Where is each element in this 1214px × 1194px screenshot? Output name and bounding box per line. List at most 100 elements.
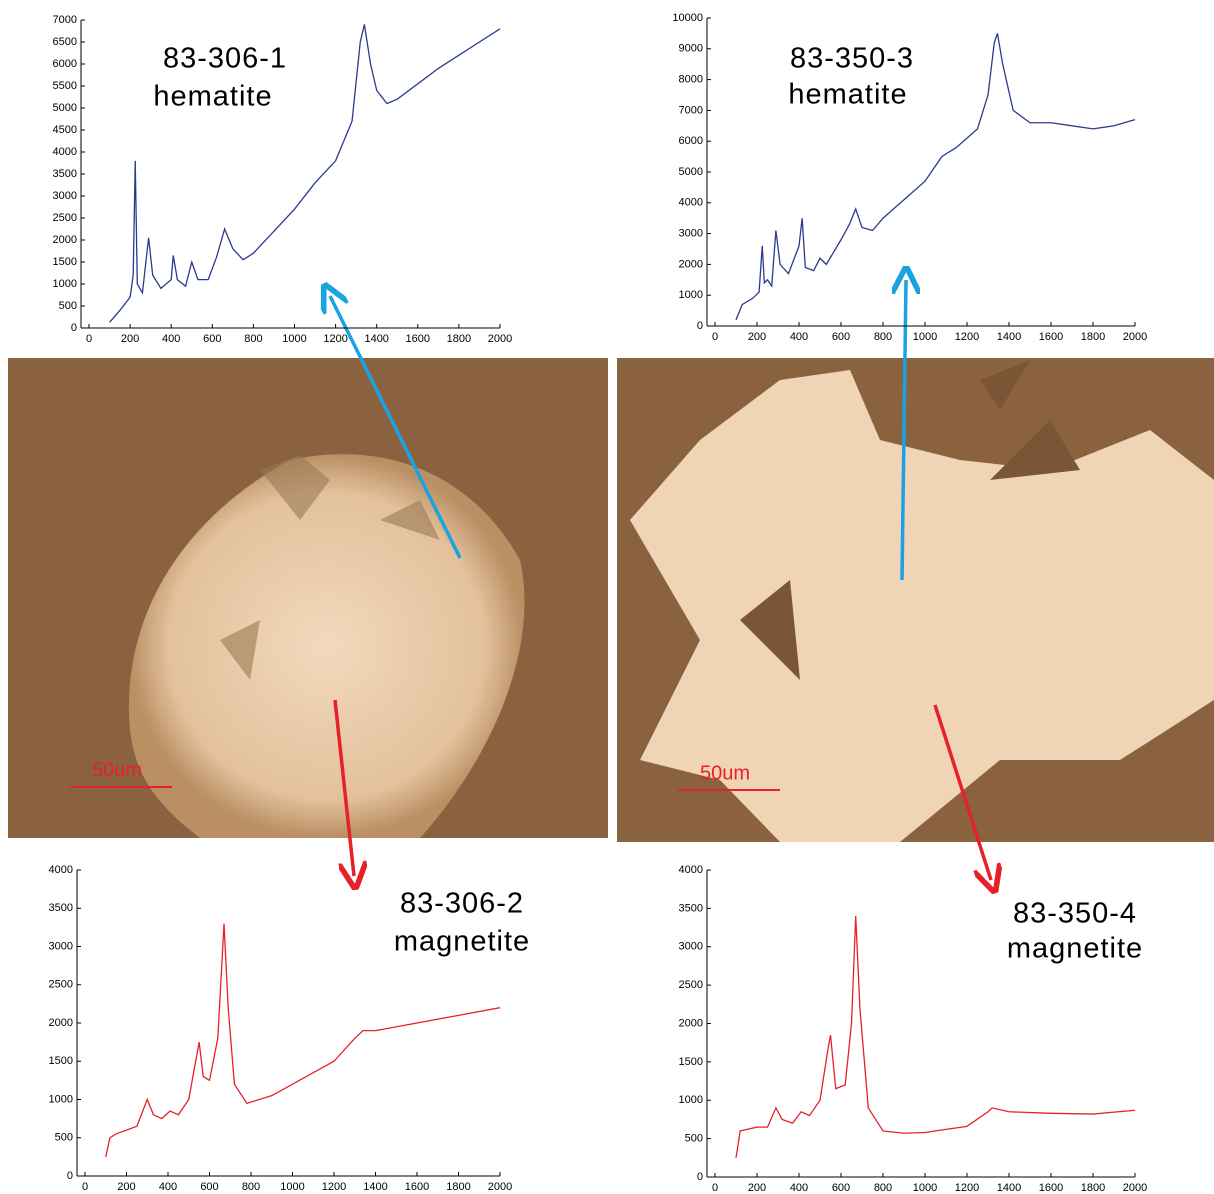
x-tick-label: 1200 [955,331,979,343]
y-tick-label: 2000 [679,258,703,270]
spectrum-line [736,33,1135,319]
y-tick-label: 0 [697,1171,703,1183]
x-tick-label: 200 [117,1181,135,1193]
y-tick-label: 2500 [679,979,703,991]
y-tick-label: 4000 [53,146,77,158]
y-tick-label: 3500 [679,902,703,914]
y-tick-label: 3500 [53,168,77,180]
y-tick-label: 5000 [53,102,77,114]
x-tick-label: 0 [86,333,92,345]
annotation: magnetite [1007,933,1143,965]
x-tick-label: 200 [121,333,139,345]
y-tick-label: 0 [71,322,77,334]
x-tick-label: 1600 [1039,331,1063,343]
y-tick-label: 3500 [49,902,73,914]
y-tick-label: 2500 [53,212,77,224]
y-tick-label: 4000 [49,864,73,876]
x-tick-label: 1200 [955,1182,979,1194]
x-tick-label: 800 [242,1181,260,1193]
y-tick-label: 1000 [679,1094,703,1106]
x-tick-label: 1000 [280,1181,304,1193]
x-tick-label: 400 [159,1181,177,1193]
x-tick-label: 1600 [1039,1182,1063,1194]
x-tick-label: 0 [82,1181,88,1193]
annotation: 83-350-4 [1013,898,1137,930]
x-tick-label: 200 [748,1182,766,1194]
y-tick-label: 2000 [49,1017,73,1029]
y-tick-label: 500 [59,300,77,312]
x-tick-label: 1600 [406,333,430,345]
x-tick-label: 1400 [363,1181,387,1193]
x-tick-label: 600 [200,1181,218,1193]
x-tick-label: 1000 [913,331,937,343]
x-tick-label: 400 [790,331,808,343]
x-tick-label: 600 [832,1182,850,1194]
x-tick-label: 1000 [913,1182,937,1194]
x-tick-label: 400 [790,1182,808,1194]
y-tick-label: 6000 [53,58,77,70]
y-tick-label: 1000 [679,289,703,301]
annotation: 83-350-3 [790,43,914,75]
x-tick-label: 1000 [282,333,306,345]
y-tick-label: 5500 [53,80,77,92]
y-tick-label: 0 [697,320,703,332]
y-tick-label: 3000 [49,940,73,952]
y-tick-label: 500 [685,1133,703,1145]
y-tick-label: 10000 [672,12,703,24]
annotation: hematite [788,79,907,111]
annotation: 83-306-1 [163,43,287,75]
x-tick-label: 800 [874,1182,892,1194]
x-tick-label: 1200 [323,333,347,345]
annotation: 83-306-2 [400,888,524,920]
y-tick-label: 2500 [49,979,73,991]
scale-label: 50um [92,759,142,781]
scale-label: 50um [700,762,750,784]
x-tick-label: 1400 [997,331,1021,343]
x-tick-label: 2000 [1123,1182,1147,1194]
annotation: magnetite [394,926,530,958]
y-tick-label: 9000 [679,43,703,55]
x-tick-label: 0 [712,1182,718,1194]
y-tick-label: 2000 [679,1017,703,1029]
y-tick-label: 1000 [49,1093,73,1105]
figure: 50um 50um 050010001500200025003000350040… [0,0,1214,1194]
x-tick-label: 1800 [446,1181,470,1193]
y-tick-label: 8000 [679,74,703,86]
annotation: hematite [153,81,272,113]
x-tick-label: 800 [874,331,892,343]
y-tick-label: 4000 [679,864,703,876]
y-tick-label: 4000 [679,197,703,209]
x-tick-label: 2000 [488,333,512,345]
x-tick-label: 200 [748,331,766,343]
y-tick-label: 0 [67,1170,73,1182]
y-tick-label: 1500 [53,256,77,268]
x-tick-label: 1800 [1081,331,1105,343]
x-tick-label: 1400 [364,333,388,345]
y-tick-label: 6000 [679,135,703,147]
x-tick-label: 1800 [1081,1182,1105,1194]
x-tick-label: 1800 [447,333,471,345]
x-tick-label: 600 [203,333,221,345]
y-tick-label: 2000 [53,234,77,246]
x-tick-label: 400 [162,333,180,345]
y-tick-label: 7000 [679,104,703,116]
x-tick-label: 2000 [1123,331,1147,343]
y-tick-label: 1500 [679,1056,703,1068]
x-tick-label: 0 [712,331,718,343]
y-tick-label: 3000 [53,190,77,202]
x-tick-label: 1400 [997,1182,1021,1194]
y-tick-label: 3000 [679,228,703,240]
spectrum-line [106,924,500,1157]
x-tick-label: 1600 [405,1181,429,1193]
x-tick-label: 800 [244,333,262,345]
x-tick-label: 600 [832,331,850,343]
y-tick-label: 6500 [53,36,77,48]
y-tick-label: 3000 [679,941,703,953]
x-tick-label: 1200 [322,1181,346,1193]
y-tick-label: 7000 [53,14,77,26]
y-tick-label: 500 [55,1132,73,1144]
x-tick-label: 2000 [488,1181,512,1193]
y-tick-label: 4500 [53,124,77,136]
y-tick-label: 1500 [49,1055,73,1067]
y-tick-label: 1000 [53,278,77,290]
